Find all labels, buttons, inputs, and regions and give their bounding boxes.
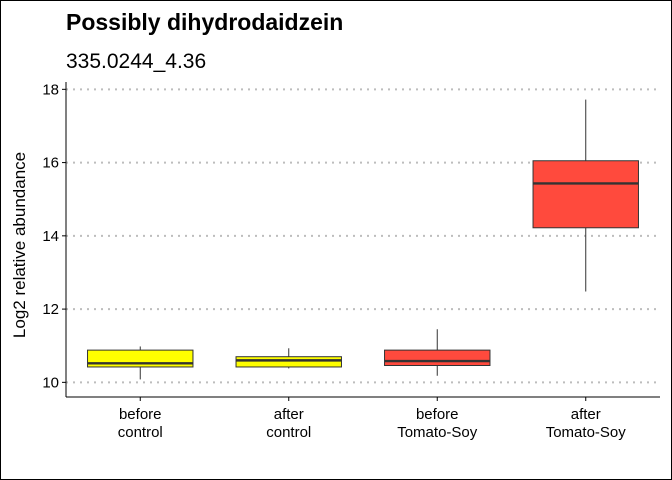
x-tick-label: Tomato-Soy: [546, 424, 627, 441]
tick-labels: 1012141618beforecontrolaftercontrolbefor…: [42, 81, 626, 441]
y-tick-label: 12: [42, 301, 59, 318]
x-tick-label: control: [266, 424, 311, 441]
y-tick-label: 16: [42, 155, 59, 172]
boxes: [87, 99, 639, 380]
chart-title: Possibly dihydrodaidzein: [66, 9, 343, 35]
chart-subtitle: 335.0244_4.36: [66, 50, 206, 73]
grid-lines: [66, 88, 660, 384]
box-iqr: [532, 160, 639, 229]
y-axis-label: Log2 relative abundance: [10, 152, 29, 338]
y-tick-label: 18: [42, 81, 59, 98]
y-tick-label: 14: [42, 228, 59, 245]
x-tick-label: before: [119, 406, 162, 423]
axes: [62, 82, 660, 401]
x-tick-label: Tomato-Soy: [397, 424, 478, 441]
x-tick-label: before: [416, 406, 459, 423]
box-iqr: [384, 349, 491, 366]
x-tick-label: after: [274, 406, 304, 423]
box-iqr: [235, 356, 342, 368]
x-tick-label: control: [118, 424, 163, 441]
y-tick-label: 10: [42, 374, 59, 391]
x-tick-label: after: [571, 406, 601, 423]
